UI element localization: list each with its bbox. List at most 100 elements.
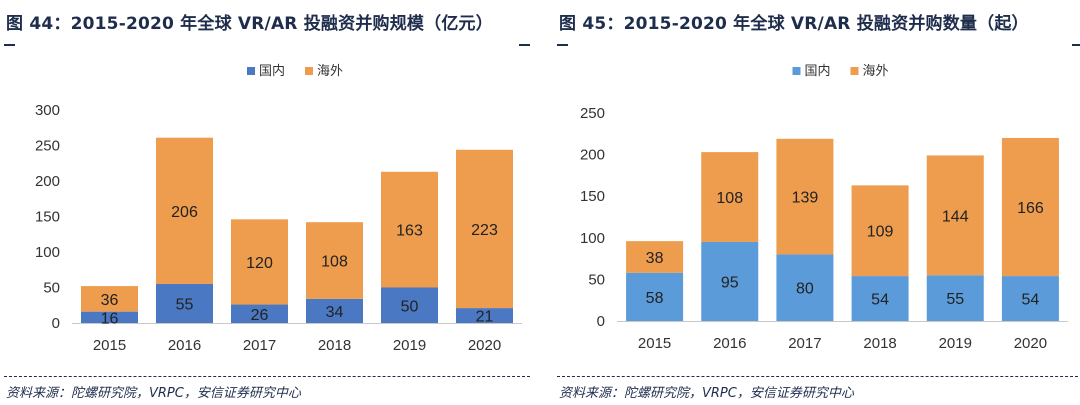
chart-area: 国内 海外 0 50 100 150 200 250 58 38 2015 95 108 2016 80 13… <box>555 53 1079 373</box>
y-tick-label: 200 <box>580 147 605 164</box>
data-label: 54 <box>871 292 889 309</box>
data-label: 144 <box>942 208 969 225</box>
data-label: 139 <box>792 190 819 207</box>
bar-segment <box>156 137 213 284</box>
data-label: 16 <box>101 310 119 327</box>
bar-segment <box>231 219 288 305</box>
legend-item: 海外 <box>850 63 889 78</box>
chart-panel-investment-count: 图 45：2015-2020 年全球 VR/AR 投融资并购数量（起） 国内 海外… <box>553 0 1080 405</box>
bar-segment <box>776 138 834 255</box>
source-note: 资料来源：陀螺研究院，VRPC，安信证券研究中心 <box>6 386 301 401</box>
chart-area: 国内 海外 0 50 100 150 200 250 300 16 36 2015 55 206 2016 2… <box>2 53 526 373</box>
x-tick-label: 2020 <box>468 337 501 354</box>
y-tick-label: 0 <box>52 315 60 332</box>
data-label: 109 <box>867 224 894 241</box>
data-label: 55 <box>946 291 964 308</box>
data-label: 223 <box>471 222 498 239</box>
data-label: 50 <box>401 298 419 315</box>
legend-label: 国内 <box>805 63 831 78</box>
bar-segment <box>926 155 984 276</box>
legend-item: 海外 <box>305 63 343 78</box>
x-tick-label: 2020 <box>1014 335 1047 352</box>
bar-segment <box>926 275 984 321</box>
y-tick-label: 150 <box>580 188 605 205</box>
y-tick-label: 100 <box>580 230 605 247</box>
data-label: 108 <box>716 190 743 207</box>
legend-item: 国内 <box>247 63 285 78</box>
bar-segment <box>156 283 213 323</box>
y-tick-label: 0 <box>597 313 605 330</box>
y-tick-label: 50 <box>43 280 60 297</box>
x-tick-label: 2015 <box>638 335 671 352</box>
y-tick-label: 100 <box>35 244 60 261</box>
bar-segment <box>1001 137 1059 277</box>
y-tick-label: 150 <box>35 209 60 226</box>
legend-label: 海外 <box>317 63 343 78</box>
chart-panel-investment-scale: 图 44：2015-2020 年全球 VR/AR 投融资并购规模（亿元） 国内 海… <box>0 0 530 405</box>
bar-segment <box>306 222 363 299</box>
data-label: 54 <box>1022 292 1040 309</box>
title-underline <box>4 44 530 46</box>
data-label: 108 <box>321 254 348 271</box>
x-tick-label: 2016 <box>713 335 746 352</box>
bar-segment <box>231 304 288 323</box>
chart-title: 图 44：2015-2020 年全球 VR/AR 投融资并购规模（亿元） <box>6 14 493 34</box>
data-label: 166 <box>1017 200 1044 217</box>
x-tick-label: 2018 <box>863 335 896 352</box>
legend: 国内 海外 <box>247 63 343 78</box>
stacked-bar-chart: 国内 海外 0 50 100 150 200 250 58 38 2015 95 108 2016 80 13… <box>580 63 1068 352</box>
legend-swatch <box>305 67 313 75</box>
title-underline <box>557 44 1080 46</box>
legend-label: 海外 <box>863 63 889 78</box>
legend-swatch <box>792 67 801 75</box>
y-tick-label: 250 <box>580 105 605 122</box>
bar-segment <box>851 276 909 321</box>
y-tick-label: 50 <box>588 271 605 288</box>
bar-segment <box>626 241 684 273</box>
data-label: 80 <box>796 281 814 298</box>
bar-segment <box>1001 276 1059 321</box>
x-tick-label: 2019 <box>393 337 426 354</box>
data-label: 163 <box>396 223 423 240</box>
bar-segment <box>456 308 513 323</box>
legend-swatch <box>247 67 255 75</box>
x-tick-label: 2017 <box>243 337 276 354</box>
bar-segment <box>851 185 909 277</box>
legend: 国内 海外 <box>792 63 889 78</box>
data-label: 120 <box>246 255 273 272</box>
x-tick-label: 2016 <box>168 337 201 354</box>
bar-segment <box>626 272 684 321</box>
x-tick-label: 2017 <box>788 335 821 352</box>
x-tick-label: 2015 <box>93 337 126 354</box>
source-divider <box>557 376 1080 377</box>
bar-segment <box>456 149 513 309</box>
x-tick-label: 2018 <box>318 337 351 354</box>
y-tick-label: 250 <box>35 138 60 155</box>
x-tick-label: 2019 <box>939 335 972 352</box>
bar-segment <box>776 254 834 321</box>
source-note: 资料来源：陀螺研究院，VRPC，安信证券研究中心 <box>559 386 854 401</box>
data-label: 55 <box>176 296 194 313</box>
y-tick-label: 300 <box>35 102 60 119</box>
bar-segment <box>306 298 363 323</box>
bar-segment <box>701 241 759 321</box>
data-label: 95 <box>721 274 739 291</box>
data-label: 21 <box>476 309 494 326</box>
bar-segment <box>701 152 759 242</box>
y-tick-label: 200 <box>35 173 60 190</box>
bar-segment <box>381 287 438 323</box>
data-label: 36 <box>101 292 119 309</box>
data-label: 58 <box>646 290 664 307</box>
legend-item: 国内 <box>792 63 831 78</box>
source-divider <box>4 376 530 377</box>
bar-segment <box>381 171 438 288</box>
bar-segment <box>81 286 138 312</box>
legend-swatch <box>850 67 859 75</box>
legend-label: 国内 <box>259 63 285 78</box>
data-label: 206 <box>171 204 198 221</box>
data-label: 34 <box>326 304 344 321</box>
data-label: 38 <box>646 250 664 267</box>
bar-segment <box>81 311 138 323</box>
data-label: 26 <box>251 307 269 324</box>
